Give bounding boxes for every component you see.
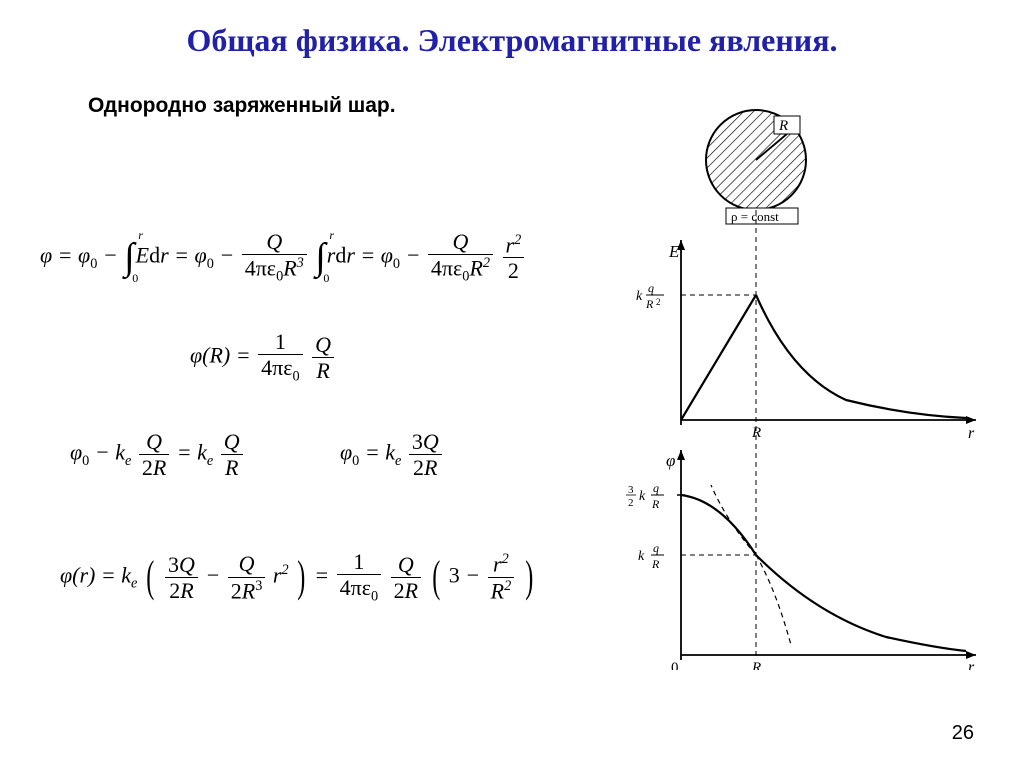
- chart-phi-ylabel: φ: [666, 451, 675, 470]
- equation-phi-integral: φ = φ0 − r ∫ 0 Edr = φ0 − Q 4πε0R3 r ∫ 0…: [40, 230, 526, 285]
- slide-subtitle: Однородно заряженный шар.: [88, 94, 396, 118]
- page-number: 26: [952, 722, 974, 745]
- chart-phi-xlabel: r: [968, 659, 975, 670]
- sphere-diagram: R ρ = const: [706, 110, 806, 660]
- svg-text:k: k: [639, 489, 646, 504]
- svg-text:k: k: [638, 549, 645, 564]
- slide-title: Общая физика. Электромагнитные явления.: [0, 22, 1024, 59]
- equation-phi-at-R: φ(R) = 1 4πε0 Q R: [190, 330, 336, 384]
- chart-phi-origin: 0: [671, 660, 679, 670]
- chart-E-xtick-R: R: [751, 425, 761, 441]
- svg-text:3: 3: [628, 484, 634, 496]
- chart-E-xlabel: r: [968, 425, 975, 442]
- equation-phi0-minus: φ0 − ke Q 2R = ke Q R: [70, 430, 245, 479]
- chart-E-ytick: k: [636, 289, 643, 304]
- chart-E: E r k q R 2 R: [636, 240, 976, 442]
- svg-text:q: q: [653, 541, 659, 555]
- chart-phi-xtick-R: R: [751, 660, 761, 670]
- svg-text:R: R: [651, 557, 660, 571]
- figure-panel: R ρ = const E r k q R 2 R φ r 0: [626, 100, 986, 670]
- sphere-R-label: R: [778, 118, 788, 134]
- equation-phi0-result: φ0 = ke 3Q 2R: [340, 430, 444, 479]
- svg-text:R: R: [651, 497, 660, 511]
- svg-text:q: q: [653, 481, 659, 495]
- equation-phi-of-r: φ(r) = ke ( 3Q 2R − Q 2R3 r2 ) = 1 4πε0 …: [60, 550, 536, 604]
- svg-text:2: 2: [656, 297, 661, 307]
- chart-phi: φ r 0 R 3 2 k q R k q R: [626, 450, 976, 670]
- svg-text:q: q: [648, 281, 654, 295]
- chart-E-ylabel: E: [668, 242, 680, 261]
- svg-text:R: R: [645, 297, 654, 311]
- sphere-rho-label: ρ = const: [731, 209, 779, 224]
- figure-svg: R ρ = const E r k q R 2 R φ r 0: [626, 100, 986, 670]
- svg-text:2: 2: [628, 497, 634, 509]
